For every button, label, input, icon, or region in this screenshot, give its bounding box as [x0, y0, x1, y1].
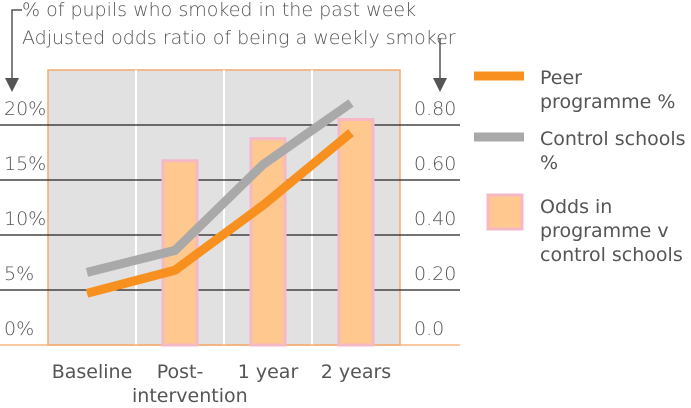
arrow-head — [433, 78, 447, 92]
y-tick-label: 5% — [4, 263, 34, 285]
y-tick-label: 15% — [4, 153, 46, 175]
y2-axis-label: Adjusted odds ratio of being a weekly sm… — [22, 27, 456, 49]
legend-swatch — [486, 193, 524, 231]
y2-tick-label: 0.0 — [414, 318, 444, 340]
y2-tick-label: 0.20 — [414, 263, 456, 285]
y2-tick-label: 0.40 — [414, 208, 456, 230]
bar — [337, 118, 375, 347]
y-tick-label: 20% — [4, 98, 46, 120]
x-tick-label: 1 year — [237, 361, 299, 383]
line — [85, 99, 354, 277]
y2-tick-label: 0.80 — [414, 98, 456, 120]
x-tick-label: Post-intervention — [132, 361, 248, 407]
x-tick-label: Baseline — [51, 361, 133, 383]
line — [85, 129, 354, 298]
y-axis-label: % of pupils who smoked in the past week — [22, 0, 416, 21]
legend-label: Control schools % — [540, 128, 686, 174]
y-tick-label: 0% — [4, 318, 34, 340]
x-tick-label: 2 years — [320, 361, 392, 383]
y2-tick-label: 0.60 — [414, 153, 456, 175]
arrow-head — [5, 78, 19, 92]
legend-label: Odds in programme v control schools — [540, 196, 683, 266]
arrow — [11, 9, 22, 80]
y-tick-label: 10% — [4, 208, 46, 230]
legend-label: Peer programme % — [540, 67, 676, 113]
